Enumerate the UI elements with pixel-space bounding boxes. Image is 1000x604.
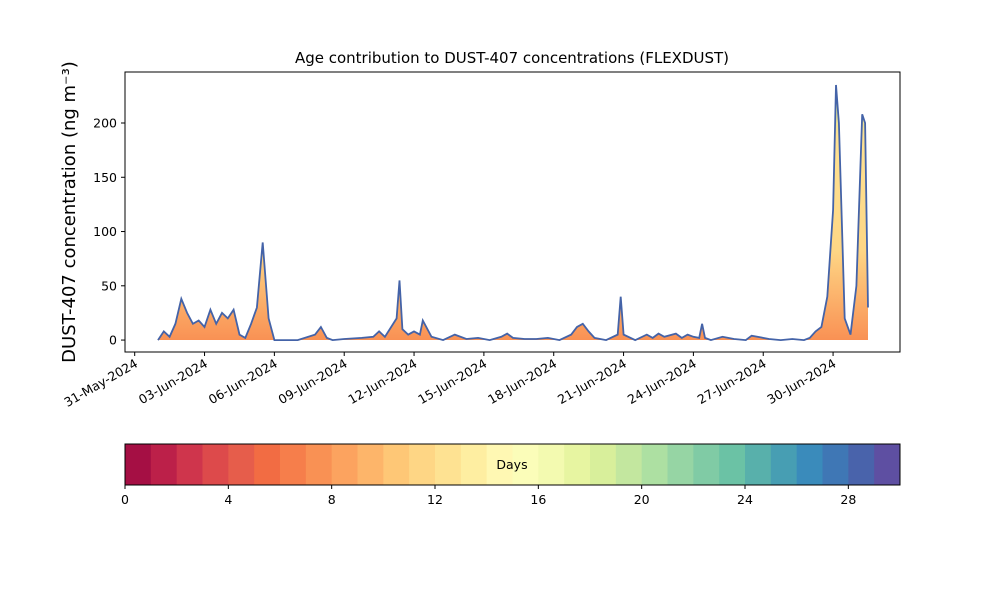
colorbar-swatch xyxy=(125,444,152,485)
plot-frame xyxy=(124,71,901,353)
colorbar-swatch xyxy=(228,444,255,485)
colorbar-swatch xyxy=(848,444,875,485)
colorbar-swatch xyxy=(641,444,668,485)
y-tick-label: 200 xyxy=(93,116,117,131)
colorbar-swatch xyxy=(512,444,539,485)
colorbar-swatch xyxy=(486,444,513,485)
total-line xyxy=(157,84,869,342)
y-tick-label: 100 xyxy=(93,224,117,239)
colorbar-tick-label: 28 xyxy=(840,492,856,507)
colorbar-swatch xyxy=(590,444,617,485)
colorbar-tick-label: 12 xyxy=(427,492,443,507)
colorbar-swatch xyxy=(719,444,746,485)
colorbar-swatch xyxy=(254,444,281,485)
colorbar-label: Days xyxy=(496,457,527,472)
colorbar-tick-label: 24 xyxy=(737,492,753,507)
colorbar-swatch xyxy=(615,444,643,485)
colorbar-tick-label: 4 xyxy=(224,492,232,507)
colorbar-swatch xyxy=(796,444,823,485)
colorbar-tick-label: 16 xyxy=(530,492,546,507)
chart-title: Age contribution to DUST-407 concentrati… xyxy=(295,49,729,67)
colorbar-swatch xyxy=(383,444,410,485)
colorbar-swatch xyxy=(667,444,694,485)
y-axis-label: DUST-407 concentration (ng m⁻³) xyxy=(59,61,80,363)
colorbar-swatch xyxy=(176,444,203,485)
colorbar-tick-label: 0 xyxy=(121,492,129,507)
colorbar-swatch xyxy=(331,444,358,485)
colorbar-swatch xyxy=(693,444,720,485)
y-tick-label: 150 xyxy=(93,170,117,185)
y-tick-label: 50 xyxy=(101,278,117,293)
colorbar-swatch xyxy=(435,444,462,485)
colorbar-tick-label: 8 xyxy=(328,492,336,507)
colorbar-swatch xyxy=(822,444,849,485)
colorbar-swatch xyxy=(770,444,798,485)
colorbar-tick-label: 20 xyxy=(634,492,650,507)
colorbar-swatch xyxy=(357,444,384,485)
colorbar-swatch xyxy=(564,444,591,485)
colorbar-swatch xyxy=(280,444,307,485)
y-tick-label: 0 xyxy=(109,333,117,348)
colorbar-swatch xyxy=(745,444,772,485)
colorbar-swatch xyxy=(538,444,565,485)
colorbar-frame xyxy=(124,443,901,486)
colorbar-swatch xyxy=(305,444,333,485)
colorbar-swatch xyxy=(202,444,229,485)
colorbar-swatch xyxy=(150,444,178,485)
colorbar-swatch xyxy=(874,444,901,485)
colorbar-swatch xyxy=(409,444,436,485)
colorbar-swatch xyxy=(460,444,488,485)
